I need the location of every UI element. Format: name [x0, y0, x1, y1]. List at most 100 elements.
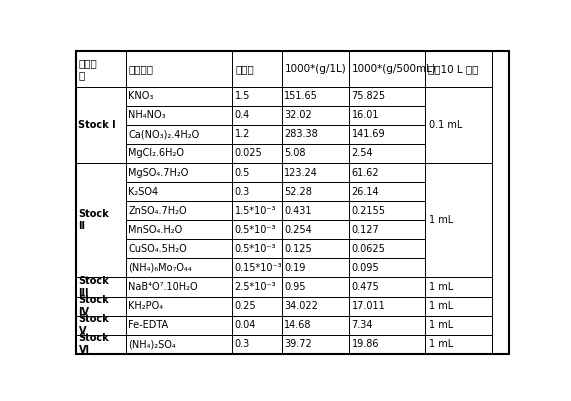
Bar [76, 277, 126, 297]
Text: 75.825: 75.825 [352, 91, 386, 101]
Text: 0.0625: 0.0625 [352, 244, 385, 254]
Text: 0.125: 0.125 [284, 244, 312, 254]
Bar [282, 87, 349, 106]
Bar [232, 51, 282, 87]
Text: 0.5*10⁻³: 0.5*10⁻³ [235, 225, 276, 235]
Bar [126, 258, 232, 277]
Bar [349, 277, 425, 297]
Bar [425, 316, 492, 335]
Bar [349, 163, 425, 182]
Bar [282, 106, 349, 125]
Text: (NH₄)₂SO₄: (NH₄)₂SO₄ [128, 339, 176, 349]
Text: 32.02: 32.02 [284, 110, 312, 120]
Text: MgCl₂.6H₂O: MgCl₂.6H₂O [128, 148, 184, 158]
Bar [126, 220, 232, 239]
Text: 0.95: 0.95 [284, 282, 306, 292]
Text: 1.5: 1.5 [235, 91, 250, 101]
Bar [76, 297, 126, 316]
Bar [425, 87, 492, 163]
Bar [126, 106, 232, 125]
Text: KH₂PO₄: KH₂PO₄ [128, 301, 163, 311]
Text: 0.5: 0.5 [235, 168, 250, 178]
Text: 61.62: 61.62 [352, 168, 379, 178]
Text: 2.5*10⁻³: 2.5*10⁻³ [235, 282, 276, 292]
Bar [349, 87, 425, 106]
Bar [232, 277, 282, 297]
Text: 1.2: 1.2 [235, 130, 250, 140]
Bar [282, 335, 349, 354]
Bar [232, 258, 282, 277]
Bar [76, 51, 126, 87]
Text: 2.54: 2.54 [352, 148, 373, 158]
Bar [282, 258, 349, 277]
Text: CuSO₄.5H₂O: CuSO₄.5H₂O [128, 244, 187, 254]
Bar [282, 163, 349, 182]
Text: 0.254: 0.254 [284, 225, 312, 235]
Bar [232, 144, 282, 163]
Text: 1.5*10⁻³: 1.5*10⁻³ [235, 206, 276, 216]
Bar [232, 106, 282, 125]
Bar [349, 51, 425, 87]
Text: 0.475: 0.475 [352, 282, 379, 292]
Bar [126, 182, 232, 201]
Bar [425, 335, 492, 354]
Bar [232, 220, 282, 239]
Text: 0.5*10⁻³: 0.5*10⁻³ [235, 244, 276, 254]
Bar [282, 51, 349, 87]
Bar [349, 144, 425, 163]
Text: 39.72: 39.72 [284, 339, 312, 349]
Bar [126, 87, 232, 106]
Bar [349, 220, 425, 239]
Text: ZnSO₄.7H₂O: ZnSO₄.7H₂O [128, 206, 187, 216]
Text: 0.025: 0.025 [235, 148, 262, 158]
Text: 283.38: 283.38 [284, 130, 318, 140]
Bar [232, 125, 282, 144]
Text: Ca(NO₃)₂.4H₂O: Ca(NO₃)₂.4H₂O [128, 130, 200, 140]
Text: 0.3: 0.3 [235, 186, 250, 196]
Bar [282, 201, 349, 220]
Text: 终浓度: 终浓度 [235, 64, 254, 74]
Text: 123.24: 123.24 [284, 168, 318, 178]
Bar [126, 144, 232, 163]
Bar [282, 297, 349, 316]
Bar [232, 87, 282, 106]
Text: NH₄NO₃: NH₄NO₃ [128, 110, 166, 120]
Text: 1 mL: 1 mL [429, 301, 453, 311]
Bar [425, 277, 492, 297]
Text: 0.431: 0.431 [284, 206, 312, 216]
Bar [232, 182, 282, 201]
Text: 7.34: 7.34 [352, 320, 373, 330]
Text: 5.08: 5.08 [284, 148, 306, 158]
Text: K₂SO4: K₂SO4 [128, 186, 159, 196]
Bar [282, 316, 349, 335]
Text: 0.19: 0.19 [284, 263, 306, 273]
Text: Stock I: Stock I [78, 120, 116, 130]
Bar [349, 297, 425, 316]
Text: 药品名称: 药品名称 [129, 64, 154, 74]
Bar [126, 125, 232, 144]
Bar [76, 335, 126, 354]
Text: 0.25: 0.25 [235, 301, 256, 311]
Text: 0.04: 0.04 [235, 320, 256, 330]
Bar [232, 316, 282, 335]
Bar [282, 239, 349, 258]
Text: 26.14: 26.14 [352, 186, 379, 196]
Bar [232, 163, 282, 182]
Text: 151.65: 151.65 [284, 91, 318, 101]
Text: 母液序
号: 母液序 号 [79, 58, 98, 80]
Bar [425, 297, 492, 316]
Text: Stock
IV: Stock IV [78, 295, 109, 317]
Bar [349, 125, 425, 144]
Bar [126, 316, 232, 335]
Text: MnSO₄.H₂O: MnSO₄.H₂O [128, 225, 183, 235]
Text: 0.3: 0.3 [235, 339, 250, 349]
Bar [232, 297, 282, 316]
Bar [425, 51, 492, 87]
Bar [76, 316, 126, 335]
Text: 1000*(g/500mL): 1000*(g/500mL) [352, 64, 437, 74]
Text: 0.095: 0.095 [352, 263, 379, 273]
Bar [349, 239, 425, 258]
Text: NaB⁴O⁷.10H₂O: NaB⁴O⁷.10H₂O [128, 282, 198, 292]
Text: 1 mL: 1 mL [429, 215, 453, 225]
Bar [126, 239, 232, 258]
